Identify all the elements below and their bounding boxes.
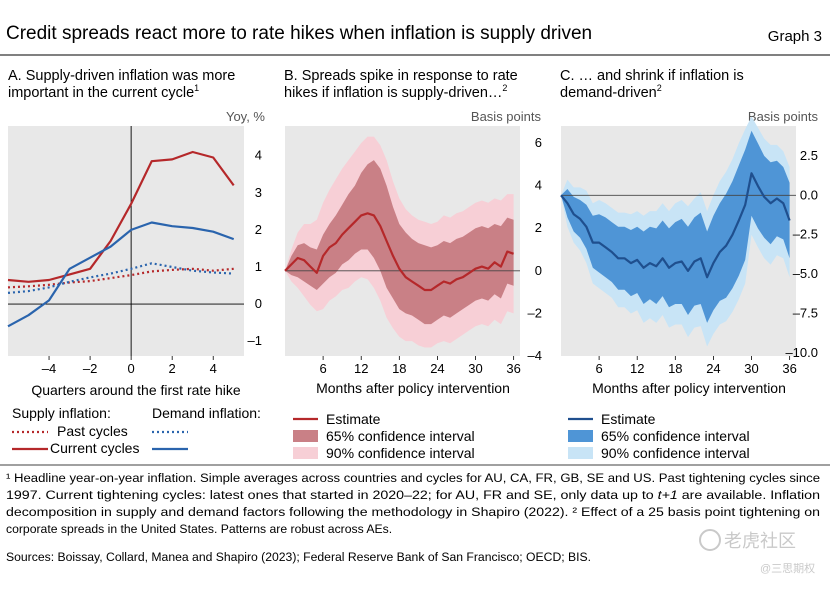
legend-b-ci90-swatch [293,447,318,459]
panel-a-ytick-label: 2 [255,222,262,237]
panel-b-unit-label: Basis points [471,109,542,124]
legend-b-ci65-swatch [293,430,318,442]
graph-label: Graph 3 [768,28,822,45]
footnote-line-2-end: are available. Inflation [682,488,820,502]
panel-c-title-sup: 2 [657,83,662,93]
legend-c-ci65-swatch [568,430,593,442]
legend-c-estimate-label: Estimate [601,411,656,427]
footnote-line-1: ¹ Headline year-on-year inflation. Simpl… [6,471,820,485]
panel-b-xtick-label: 12 [354,361,368,376]
legend-c-ci90-label: 90% confidence interval [601,445,750,461]
panel-a-xtick-label: –2 [83,361,97,376]
panel-c-ytick-label: –5.0 [793,266,818,281]
panel-a-title-line1: A. Supply-driven inflation was more [8,68,235,84]
panel-c-title-line1: C. … and shrink if inflation is [560,68,744,84]
panel-b-ci65-band [285,160,514,325]
footnote-line-3: decomposition in supply and demand facto… [6,505,820,519]
panel-b-title-line1: B. Spreads spike in response to rate [284,68,518,84]
footnote-line-2-start: 1997. Current tightening cycles: latest … [6,488,654,502]
panel-b-xtick-label: 6 [319,361,326,376]
legend-b-ci90-label: 90% confidence interval [326,445,475,461]
panel-b-ytick-label: 6 [535,135,542,150]
panel-c-ytick-label: –2.5 [793,227,818,242]
panel-c-ytick-label: –10.0 [785,345,818,360]
panel-a-series-2-line [7,262,234,294]
panel-a-xtick-label: –4 [42,361,56,376]
footnotes: ¹ Headline year-on-year inflation. Simpl… [6,471,820,536]
panel-b-estimate-line [284,212,514,292]
panel-a-title-sup: 1 [194,83,199,93]
legend-c-ci65-label: 65% confidence interval [601,428,750,444]
panel-b-ytick-label: 4 [535,178,542,193]
panel-c-ci65-band [561,130,790,323]
panel-a-unit-label: Yoy, % [226,109,265,124]
panel-a-series-1-line [7,150,235,283]
panel-c-xlabel: Months after policy intervention [592,380,786,396]
legend-a: Supply inflation: Demand inflation: Past… [12,405,261,456]
legend-b-estimate-label: Estimate [326,411,381,427]
panel-a-ytick-label: 4 [255,148,262,163]
panel-a-ytick-label: –1 [248,333,262,348]
panel-a-ytick-label: 1 [255,259,262,274]
panel-c-xtick-label: 18 [668,361,682,376]
panel-c-title-text: demand-driven [560,85,657,101]
panel-c-xtick-label: 6 [595,361,602,376]
panel-b-xlabel: Months after policy intervention [316,380,510,396]
panel-c-unit-label: Basis points [748,109,819,124]
panel-b-xtick-label: 24 [430,361,444,376]
panel-a-xtick-label: 0 [128,361,135,376]
legend-c: Estimate 65% confidence interval 90% con… [568,411,750,461]
panel-b-ytick-label: –4 [528,348,542,363]
watermark-text: 老虎社区 [724,531,796,551]
panel-a-plot-background [8,126,244,356]
panel-a-ytick-label: 3 [255,185,262,200]
panel-b-title-text: hikes if inflation is supply-driven… [284,85,502,101]
sources-line: Sources: Boissay, Collard, Manea and Sha… [6,550,591,564]
panel-a-xtick-label: 2 [169,361,176,376]
panel-c-xtick-label: 36 [782,361,796,376]
legend-a-supply-header: Supply inflation: [12,405,111,421]
panel-c-estimate-line [560,172,791,279]
panel-b-xtick-label: 36 [506,361,520,376]
panel-b-xtick-label: 30 [468,361,482,376]
figure-title: Credit spreads react more to rate hikes … [6,23,592,44]
panel-a-xtick-label: 4 [210,361,217,376]
panel-b-title-line2: hikes if inflation is supply-driven…2 [284,83,507,101]
legend-b: Estimate 65% confidence interval 90% con… [293,411,475,461]
panel-c-ytick-label: 0.0 [800,187,818,202]
panel-b-ytick-label: 0 [535,263,542,278]
panel-a-ytick-label: 0 [255,296,262,311]
legend-b-ci65-label: 65% confidence interval [326,428,475,444]
panel-b-chart: 6 12 18 24 30 36 6 4 2 0 –2 –4 [284,126,542,376]
panel-c-xtick-label: 24 [706,361,720,376]
watermark: 老虎社区 @三思期权 [699,529,815,575]
panel-c-ytick-label: 2.5 [800,148,818,163]
panel-c-xtick-label: 12 [630,361,644,376]
legend-a-past-label: Past cycles [57,423,128,439]
panel-c-chart: 6 12 18 24 30 36 2.5 0.0 –2.5 –5.0 –7.5 –10.0 [560,116,818,376]
legend-a-current-label: Current cycles [50,440,139,456]
panel-a-title-line2: important in the current cycle1 [8,83,199,101]
footnote-line-2: 1997. Current tightening cycles: latest … [6,488,820,502]
footnote-line-4: corporate spreads in the United States. … [6,522,392,536]
panel-c-title-line2: demand-driven2 [560,83,662,101]
watermark-logo-icon [699,529,721,551]
panel-b-ytick-label: 2 [535,220,542,235]
panel-c-xtick-label: 30 [744,361,758,376]
panel-b-xtick-label: 18 [392,361,406,376]
legend-a-demand-header: Demand inflation: [152,405,261,421]
panel-a-chart: –4 –2 0 2 4 4 3 2 1 0 –1 [7,126,262,376]
panel-a-title-text: important in the current cycle [8,85,194,101]
panel-b-ytick-label: –2 [528,305,542,320]
legend-c-ci90-swatch [568,447,593,459]
panel-b-title-sup: 2 [502,83,507,93]
watermark-subtext: @三思期权 [760,562,815,575]
panel-a-xlabel: Quarters around the first rate hike [31,382,241,398]
panel-a-series-3-line [7,221,235,328]
panel-c-ytick-label: –7.5 [793,305,818,320]
footnote-line-2-italic: t+1 [658,488,678,502]
